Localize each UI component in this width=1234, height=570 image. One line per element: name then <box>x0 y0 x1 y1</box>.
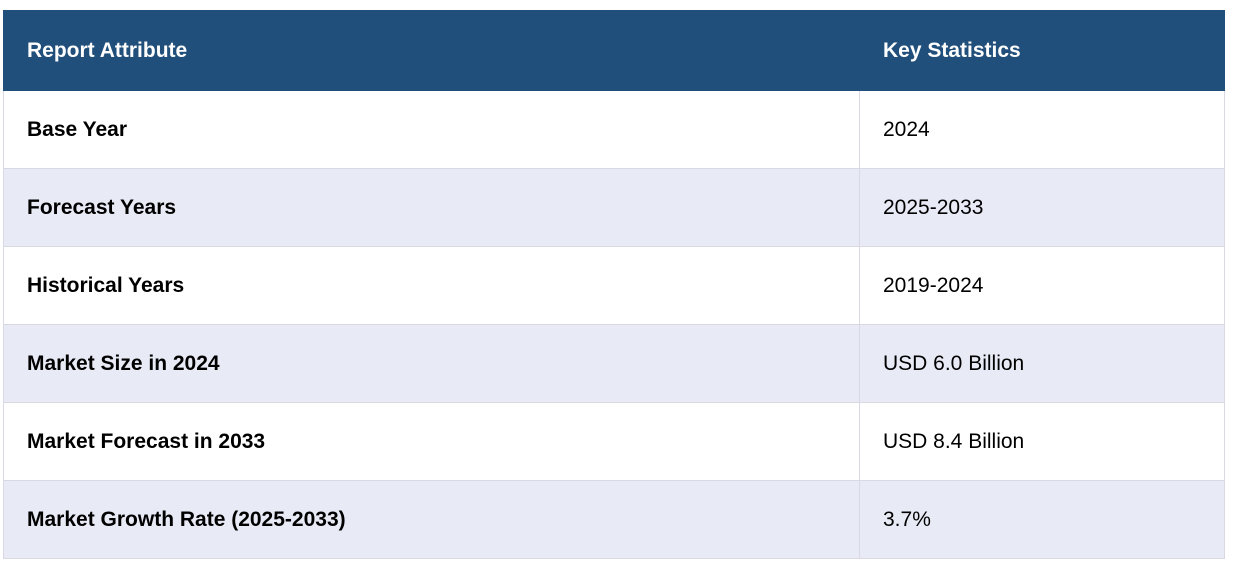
stats-table: Report Attribute Key Statistics Base Year… <box>3 10 1225 559</box>
attribute-cell: Base Year <box>3 90 860 169</box>
value-cell: 3.7% <box>859 480 1225 559</box>
attribute-cell: Market Forecast in 2033 <box>3 402 860 481</box>
value-cell: 2024 <box>859 90 1225 169</box>
attribute-cell: Market Growth Rate (2025-2033) <box>3 480 860 559</box>
attribute-cell: Forecast Years <box>3 168 860 247</box>
table-row: Market Growth Rate (2025-2033) 3.7% <box>3 480 1225 559</box>
attribute-cell: Market Size in 2024 <box>3 324 860 403</box>
header-cell: Report Attribute <box>3 10 860 91</box>
table-row: Market Forecast in 2033 USD 8.4 Billion <box>3 402 1225 481</box>
table-row: Market Size in 2024 USD 6.0 Billion <box>3 324 1225 403</box>
header-row: Report Attribute Key Statistics <box>3 10 1225 91</box>
table-row: Historical Years 2019-2024 <box>3 246 1225 325</box>
value-cell: USD 6.0 Billion <box>859 324 1225 403</box>
attribute-cell: Historical Years <box>3 246 860 325</box>
table-row: Base Year 2024 <box>3 90 1225 169</box>
table-row: Forecast Years 2025-2033 <box>3 168 1225 247</box>
header-cell: Key Statistics <box>859 10 1225 91</box>
value-cell: 2019-2024 <box>859 246 1225 325</box>
value-cell: 2025-2033 <box>859 168 1225 247</box>
table-head: Report Attribute Key Statistics <box>3 10 1225 91</box>
table-body: Base Year 2024 Forecast Years 2025-2033 Hist… <box>3 90 1225 559</box>
value-cell: USD 8.4 Billion <box>859 402 1225 481</box>
